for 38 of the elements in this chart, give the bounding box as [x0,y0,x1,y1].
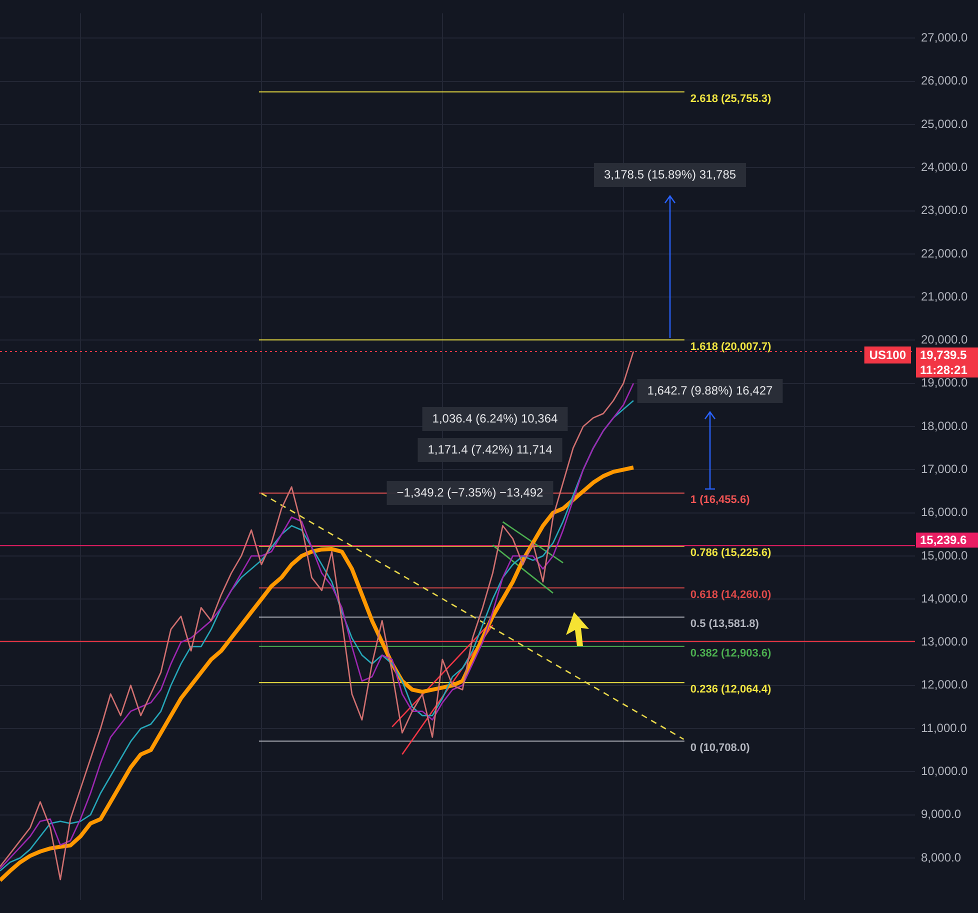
ref-line-label: 1 (16,455.6) [690,494,750,506]
text: 11:28:21 [920,362,968,377]
y-tick-label: 9,000.0 [921,807,962,822]
ref-line-label: 2.618 (25,755.3) [690,92,772,105]
ref-line-label: 0.382 (12,903.6) [690,647,772,660]
y-tick-label: 26,000.0 [921,74,968,88]
ref-line-label: 0.786 (15,225.6) [690,547,772,560]
text: 19,739.5 [920,348,968,362]
annotation: −1,349.2 (−7.35%) −13,492 [396,485,544,500]
annotation: US100 [869,348,906,362]
y-tick-label: 16,000.0 [921,505,968,520]
ref-line-label: 1.618 (20,007.7) [690,340,772,353]
y-tick-label: 12,000.0 [921,678,968,692]
y-tick-label: 18,000.0 [921,418,968,433]
y-tick-label: 24,000.0 [921,160,968,174]
ref-line-label: 0.236 (12,064.4) [690,684,772,696]
y-tick-label: 21,000.0 [921,289,968,304]
text: 15,239.6 [920,532,968,547]
y-tick-label: 22,000.0 [921,246,968,260]
ref-line-label: 0 (10,708.0) [690,742,750,754]
y-tick-label: 20,000.0 [921,332,968,347]
y-tick-label: 14,000.0 [921,591,968,606]
annotation: 1,642.7 (9.88%) 16,427 [647,383,774,398]
ref-line-label: 0.5 (13,581.8) [690,618,760,630]
ref-line-label: 0.618 (14,260.0) [690,588,772,601]
y-tick-label: 10,000.0 [921,764,968,778]
y-tick-label: 13,000.0 [921,634,968,649]
y-tick-label: 11,000.0 [921,720,968,735]
y-tick-label: 17,000.0 [921,462,968,476]
y-tick-label: 8,000.0 [921,850,962,864]
y-tick-label: 25,000.0 [921,116,968,131]
annotation: 1,036.4 (6.24%) 10,364 [432,411,558,426]
annotation: 1,171.4 (7.42%) 11,714 [428,442,553,456]
y-tick-label: 19,000.0 [921,376,968,390]
y-tick-label: 27,000.0 [921,30,968,45]
y-tick-label: 15,000.0 [921,548,968,562]
annotation: 3,178.5 (15.89%) 31,785 [604,167,736,182]
y-tick-label: 23,000.0 [921,203,968,218]
